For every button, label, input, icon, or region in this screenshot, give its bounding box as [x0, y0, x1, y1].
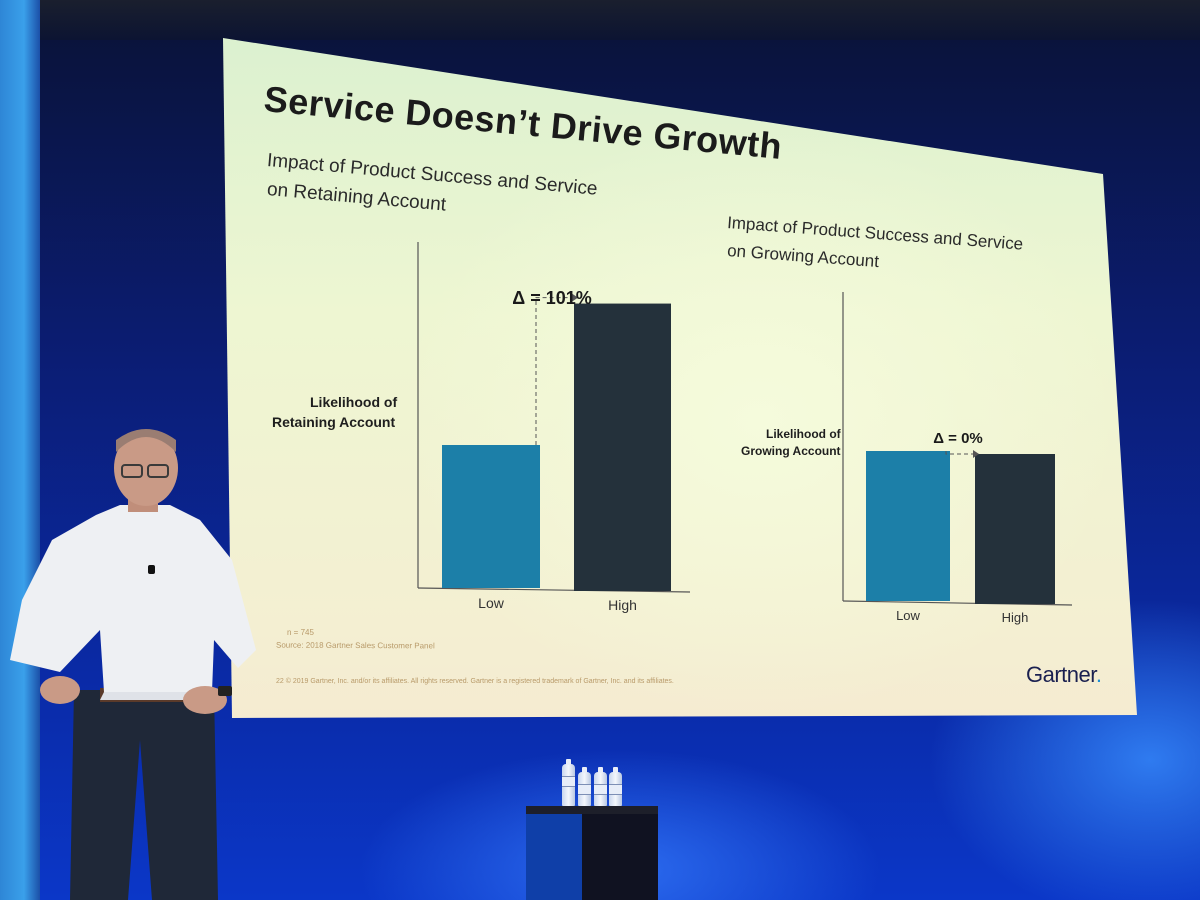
bottle-label [594, 784, 607, 795]
footer-copyright: 22 © 2019 Gartner, Inc. and/or its affil… [276, 678, 674, 685]
podium-top [526, 806, 658, 816]
x-tick-label: High [1002, 610, 1029, 625]
presenter-hair [116, 429, 176, 452]
presenter-head [114, 430, 178, 506]
presenter-trousers [70, 690, 218, 900]
x-tick-label: High [608, 597, 637, 613]
presenter-left-hand [40, 676, 80, 704]
podium-side [526, 814, 582, 900]
arrow-head-icon [572, 293, 578, 302]
delta-annotation: Δ = 101% [512, 288, 592, 308]
water-bottle [562, 759, 575, 806]
delta-annotation: Δ = 0% [933, 430, 983, 447]
presenter [10, 429, 256, 900]
right-chart-ylabel-line2: Growing Account [741, 444, 841, 458]
bar-low [442, 445, 540, 588]
x-axis-line [842, 600, 1073, 606]
water-bottle [594, 767, 607, 806]
gartner-logo: Gartner. [1026, 662, 1102, 688]
footer-sample-size: n = 745 [287, 628, 314, 637]
arrow-head-icon [973, 450, 979, 458]
presenter-right-hand [183, 686, 227, 714]
presenter-shirt [10, 505, 256, 692]
water-bottle [609, 767, 622, 806]
bottle-label [578, 784, 591, 795]
bar-low [866, 451, 950, 601]
gartner-logo-dot: . [1095, 662, 1102, 687]
right-chart: Low High Δ = 0% [842, 292, 1073, 625]
x-tick-label: Low [478, 595, 505, 611]
gartner-logo-text: Gartner [1026, 662, 1096, 687]
x-tick-label: Low [896, 608, 920, 623]
x-axis-line [417, 587, 691, 593]
left-chart-ylabel-line1: Likelihood of [310, 394, 398, 410]
ceiling [0, 0, 1200, 40]
bar-high [975, 454, 1055, 604]
presenter-glasses-left [121, 464, 143, 478]
watch-icon [218, 686, 232, 696]
right-chart-ylabel-line1: Likelihood of [766, 427, 841, 441]
delta-dashed-arrow [535, 297, 572, 445]
side-screen-edge [0, 0, 40, 900]
presenter-glasses-right [147, 464, 169, 478]
bottle-label [562, 776, 575, 787]
bar-high [574, 303, 671, 591]
left-chart-ylabel-line2: Retaining Account [272, 414, 396, 430]
left-chart: Low High Δ = 101% [417, 242, 691, 613]
delta-dashed-arrow [945, 451, 973, 455]
bottle-label [609, 784, 622, 795]
water-bottle [578, 767, 591, 806]
lapel-mic-icon [148, 565, 155, 574]
